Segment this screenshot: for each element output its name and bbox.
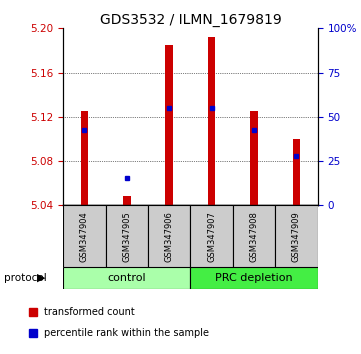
Bar <box>81 111 88 205</box>
Text: GSM347906: GSM347906 <box>165 211 174 262</box>
Text: GSM347904: GSM347904 <box>80 211 89 262</box>
Bar <box>293 139 300 205</box>
Bar <box>191 205 233 267</box>
Bar <box>63 205 105 267</box>
Bar <box>233 205 275 267</box>
Text: percentile rank within the sample: percentile rank within the sample <box>44 328 209 338</box>
Text: PRC depletion: PRC depletion <box>215 273 293 283</box>
Text: GSM347905: GSM347905 <box>122 211 131 262</box>
Text: GSM347907: GSM347907 <box>207 211 216 262</box>
Title: GDS3532 / ILMN_1679819: GDS3532 / ILMN_1679819 <box>100 13 281 27</box>
Text: control: control <box>108 273 146 283</box>
Bar <box>208 37 216 205</box>
Text: protocol: protocol <box>4 273 46 283</box>
Text: GSM347909: GSM347909 <box>292 211 301 262</box>
Text: ▶: ▶ <box>37 273 46 283</box>
Bar <box>165 45 173 205</box>
Text: GSM347908: GSM347908 <box>249 211 258 262</box>
Bar <box>63 267 191 289</box>
Bar <box>123 196 131 205</box>
Bar <box>250 111 258 205</box>
Text: transformed count: transformed count <box>44 307 135 316</box>
Bar <box>275 205 318 267</box>
Bar <box>191 267 318 289</box>
Bar <box>148 205 191 267</box>
Bar <box>105 205 148 267</box>
